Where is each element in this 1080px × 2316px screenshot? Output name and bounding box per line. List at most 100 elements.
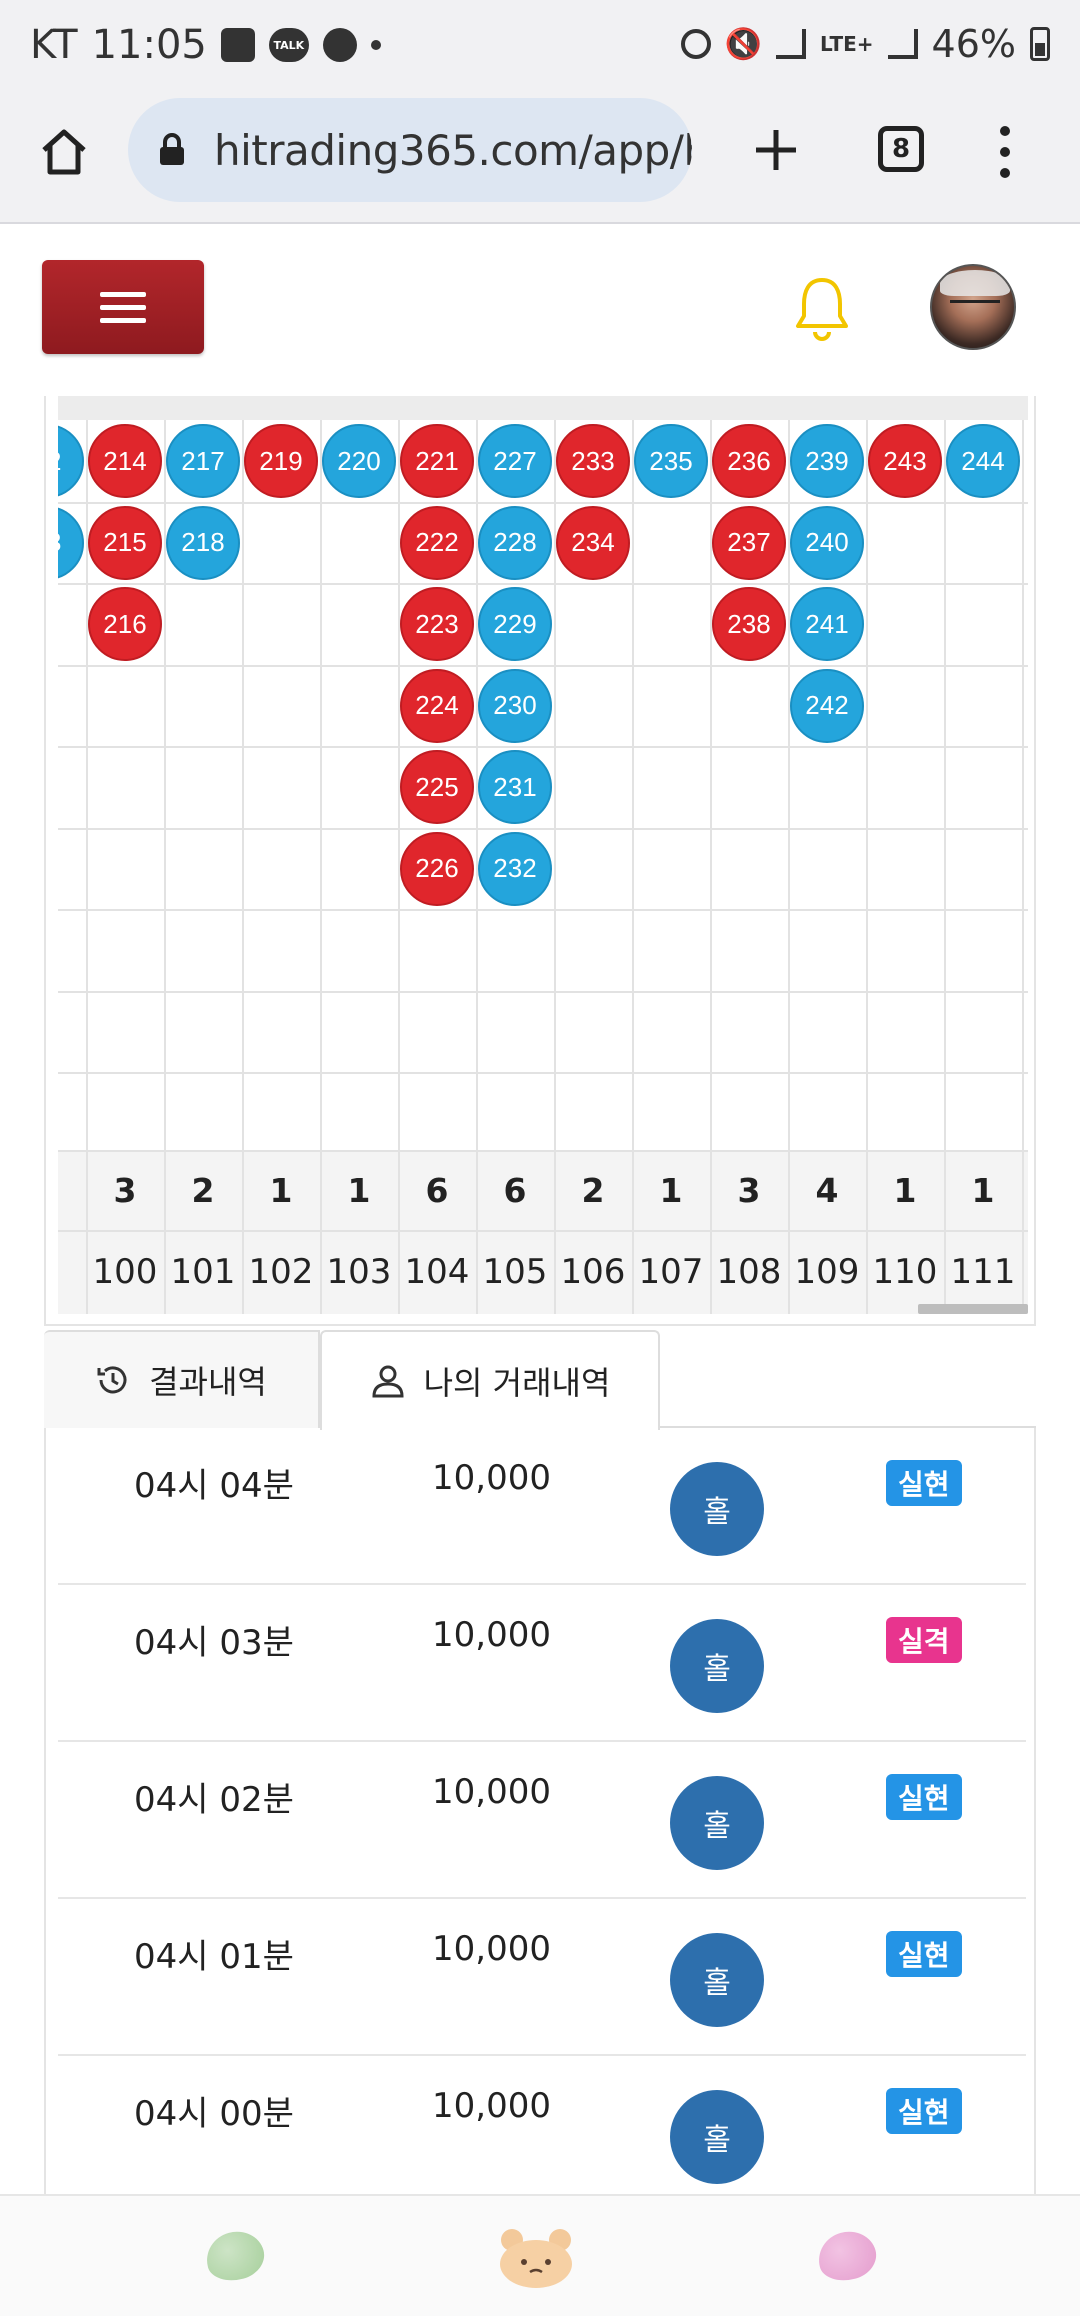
column-count: 6 <box>425 1170 449 1210</box>
result-ball-blue: 13 <box>58 505 84 580</box>
plus-icon <box>756 130 796 170</box>
tab-switcher-button[interactable]: 8 <box>878 126 924 172</box>
grid-row-line <box>58 583 1028 585</box>
more-notifications-dot-icon <box>370 40 381 50</box>
status-right: 🔇 LTE+ 46% <box>680 22 1050 66</box>
more-options-button[interactable] <box>990 122 1020 182</box>
nav-bear[interactable] <box>496 2226 580 2288</box>
round-number: 101 <box>170 1252 236 1292</box>
column-count: 1 <box>347 1170 371 1210</box>
bell-icon[interactable] <box>790 274 854 344</box>
app-header <box>0 224 1080 396</box>
round-number: 104 <box>404 1252 470 1292</box>
avatar[interactable] <box>930 264 1016 350</box>
column-count: 1 <box>659 1170 683 1210</box>
result-ball-blue: 239 <box>790 424 864 498</box>
home-button[interactable] <box>34 122 94 182</box>
column-count: 2 <box>58 1150 86 1230</box>
result-ball-red: 236 <box>712 424 786 498</box>
tab-my-trades-label: 나의 거래내역 <box>423 1364 611 1402</box>
history-amount: 10,000 <box>432 2086 551 2126</box>
result-ball-blue: 235 <box>634 424 708 498</box>
result-ball-blue: 218 <box>166 505 240 580</box>
result-ball-blue: 230 <box>478 668 552 743</box>
gallery-notification-icon <box>220 28 255 62</box>
round-number: 110 <box>872 1252 938 1292</box>
history-row: 04시 00분 10,000 홀 실현 <box>58 2056 1026 2194</box>
signal-strength-icon <box>887 29 918 59</box>
result-badge: 실격 <box>886 1617 962 1663</box>
history-tabs: 결과내역 나의 거래내역 <box>44 1330 1036 1430</box>
tab-my-trades[interactable]: 나의 거래내역 <box>320 1330 660 1430</box>
nav-pink-bean[interactable] <box>812 2225 882 2287</box>
menu-line-icon <box>100 317 146 323</box>
trade-history-list: 04시 04분 10,000 홀 실현 04시 03분 10,000 홀 실격 … <box>44 1428 1036 2194</box>
hamburger-menu-button[interactable] <box>42 260 204 354</box>
column-count: 3 <box>113 1170 137 1210</box>
result-ball-blue: 232 <box>478 831 552 906</box>
dot-icon <box>1000 168 1010 178</box>
result-ball-red: 237 <box>712 505 786 580</box>
nav-green-bean[interactable] <box>200 2225 270 2287</box>
alarm-icon <box>680 29 711 59</box>
round-number: 105 <box>482 1252 548 1292</box>
clock: 11:05 <box>91 22 207 68</box>
result-ball-blue: 12 <box>58 424 84 498</box>
board-grid[interactable]: 1213292142152163100217218210121911022201… <box>58 396 1028 1314</box>
result-ball-red: 222 <box>400 505 474 580</box>
result-ball-red: 216 <box>88 587 162 661</box>
grid-row-line <box>58 909 1028 911</box>
pick-badge: 홀 <box>670 1776 764 1870</box>
status-left: KT 11:05 TALK <box>30 22 381 68</box>
history-row: 04시 02분 10,000 홀 실현 <box>58 1742 1026 1899</box>
grid-column-line <box>476 420 478 1314</box>
bottom-nav <box>0 2194 1080 2316</box>
result-badge: 실현 <box>886 1931 962 1977</box>
status-bar: KT 11:05 TALK 🔇 LTE+ 46% <box>0 0 1080 96</box>
horizontal-scrollbar[interactable] <box>918 1304 1028 1314</box>
column-count: 1 <box>269 1170 293 1210</box>
round-number: 111 <box>950 1252 1016 1292</box>
history-time: 04시 00분 <box>134 2094 294 2134</box>
grid-column-line <box>320 420 322 1314</box>
result-ball-red: 214 <box>88 424 162 498</box>
history-row: 04시 01분 10,000 홀 실현 <box>58 1899 1026 2056</box>
battery-percent: 46% <box>931 22 1016 66</box>
tab-results[interactable]: 결과내역 <box>44 1330 320 1428</box>
battery-icon <box>1030 27 1050 61</box>
history-amount: 10,000 <box>432 1772 551 1812</box>
round-number: 103 <box>326 1252 392 1292</box>
result-ball-red: 226 <box>400 831 474 906</box>
new-tab-button[interactable] <box>746 120 806 180</box>
round-number: 9 <box>58 1230 86 1314</box>
history-time: 04시 01분 <box>134 1937 294 1977</box>
result-ball-blue: 229 <box>478 587 552 661</box>
column-count: 1 <box>971 1170 995 1210</box>
result-ball-blue: 217 <box>166 424 240 498</box>
round-number: 108 <box>716 1252 782 1292</box>
grid-column-line <box>1022 420 1024 1314</box>
lock-icon <box>160 133 184 165</box>
history-amount: 10,000 <box>432 1615 551 1655</box>
user-icon <box>372 1365 404 1398</box>
grid-row-line <box>58 664 1028 667</box>
result-ball-red: 243 <box>868 424 942 498</box>
avatar-glasses <box>950 300 1000 310</box>
column-count: 6 <box>503 1170 527 1210</box>
kakaotalk-notification-icon: TALK <box>268 28 309 62</box>
column-count: 1 <box>893 1170 917 1210</box>
result-ball-blue: 228 <box>478 505 552 580</box>
result-ball-blue: 241 <box>790 587 864 661</box>
pick-badge: 홀 <box>670 2090 764 2184</box>
grid-column-line <box>242 420 244 1314</box>
column-count: 2 <box>581 1170 605 1210</box>
grid-row-line <box>58 501 1028 504</box>
grid-column-line <box>164 420 166 1314</box>
history-amount: 10,000 <box>432 1929 551 1969</box>
history-row: 04시 04분 10,000 홀 실현 <box>58 1428 1026 1585</box>
result-ball-blue: 227 <box>478 424 552 498</box>
column-count: 2 <box>191 1170 215 1210</box>
address-bar[interactable]: hitrading365.com/app/b <box>128 98 692 202</box>
grid-column-line <box>788 420 790 1314</box>
menu-line-icon <box>100 291 146 297</box>
